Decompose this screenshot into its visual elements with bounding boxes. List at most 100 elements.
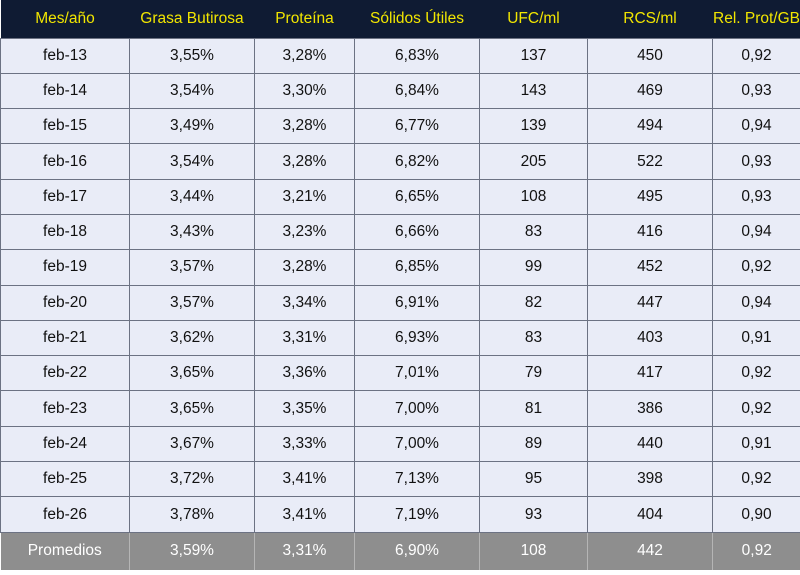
table-cell: 0,90 [712, 496, 800, 533]
row-label-cell: feb-15 [0, 108, 130, 145]
table-cell: 79 [479, 355, 588, 392]
table-cell: 494 [587, 108, 713, 145]
table-cell: 3,35% [254, 390, 355, 427]
table-cell: 386 [587, 390, 713, 427]
table-cell: 3,21% [254, 179, 355, 215]
table-body: feb-13 3,55% 3,28% 6,83% 137 450 0,92 feb-14 3,5… [0, 37, 800, 571]
column-header-solidos-utiles: Sólidos Útiles [370, 9, 464, 27]
table-cell: 416 [587, 214, 713, 251]
table-cell: 3,65% [129, 355, 255, 392]
table-cell: 6,66% [354, 214, 480, 251]
table-cell: 3,57% [129, 285, 255, 321]
row-label-cell: feb-22 [0, 355, 130, 392]
table-cell: 450 [587, 37, 713, 74]
row-label-cell: feb-21 [0, 320, 130, 357]
table-cell: 0,93 [712, 143, 800, 180]
table-cell: 3,49% [129, 108, 255, 145]
table-row: feb-22 3,65% 3,36% 7,01% 79 417 0,92 [0, 355, 800, 392]
table-row: feb-20 3,57% 3,34% 6,91% 82 447 0,94 [0, 285, 800, 321]
table-cell: 403 [587, 320, 713, 357]
table-cell: 95 [479, 461, 588, 498]
table-cell: 83 [479, 320, 588, 357]
table-cell: 6,91% [354, 285, 480, 321]
table-cell: 143 [479, 73, 588, 110]
table-cell: 0,91 [712, 320, 800, 357]
row-label-cell: feb-18 [0, 214, 130, 251]
table-row: feb-19 3,57% 3,28% 6,85% 99 452 0,92 [0, 249, 800, 286]
table-cell: 522 [587, 143, 713, 180]
column-header-rcs-ml: RCS/ml [623, 9, 677, 27]
row-label-cell: feb-17 [0, 179, 130, 215]
table-cell: 0,94 [712, 108, 800, 145]
column-header-ufc-ml: UFC/ml [507, 9, 560, 27]
table-cell: 6,77% [354, 108, 480, 145]
table-cell: 3,72% [129, 461, 255, 498]
table-row: feb-25 3,72% 3,41% 7,13% 95 398 0,92 [0, 461, 800, 498]
table-cell: 3,23% [254, 214, 355, 251]
row-label-cell: feb-19 [0, 249, 130, 286]
table-cell: 469 [587, 73, 713, 110]
table-cell: 0,92 [712, 249, 800, 286]
table-cell: 3,41% [254, 496, 355, 533]
table-cell: 93 [479, 496, 588, 533]
table-cell: 3,78% [129, 496, 255, 533]
table-row: feb-26 3,78% 3,41% 7,19% 93 404 0,90 [0, 496, 800, 533]
table-cell: 6,83% [354, 37, 480, 74]
table-cell: 7,00% [354, 426, 480, 463]
summary-cell: 0,92 [741, 542, 772, 560]
table-cell: 6,85% [354, 249, 480, 286]
table-cell: 404 [587, 496, 713, 533]
table-cell: 3,44% [129, 179, 255, 215]
table-cell: 3,30% [254, 73, 355, 110]
table-cell: 7,01% [354, 355, 480, 392]
table-row: feb-16 3,54% 3,28% 6,82% 205 522 0,93 [0, 143, 800, 180]
table-cell: 3,33% [254, 426, 355, 463]
table-cell: 137 [479, 37, 588, 74]
table-cell: 83 [479, 214, 588, 251]
table-cell: 3,34% [254, 285, 355, 321]
row-label-cell: feb-14 [0, 73, 130, 110]
table-cell: 0,92 [712, 37, 800, 74]
table-row: feb-17 3,44% 3,21% 6,65% 108 495 0,93 [0, 179, 800, 215]
table-cell: 7,00% [354, 390, 480, 427]
table-cell: 3,67% [129, 426, 255, 463]
table-cell: 108 [479, 179, 588, 215]
table-cell: 0,91 [712, 426, 800, 463]
table-cell: 205 [479, 143, 588, 180]
table-cell: 3,54% [129, 73, 255, 110]
table-cell: 3,28% [254, 37, 355, 74]
table-cell: 3,57% [129, 249, 255, 286]
table-cell: 417 [587, 355, 713, 392]
summary-cell: 3,31% [254, 532, 355, 571]
table-cell: 3,55% [129, 37, 255, 74]
table-cell: 89 [479, 426, 588, 463]
column-header-mes-ano: Mes/año [35, 9, 95, 27]
table-cell: 99 [479, 249, 588, 286]
table-cell: 3,54% [129, 143, 255, 180]
table-cell: 440 [587, 426, 713, 463]
row-label-cell: feb-26 [0, 496, 130, 533]
table-cell: 3,31% [254, 320, 355, 357]
row-label-cell: feb-24 [0, 426, 130, 463]
table-cell: 0,92 [712, 390, 800, 427]
row-label-cell: feb-23 [0, 390, 130, 427]
row-label-cell: feb-16 [0, 143, 130, 180]
table-row: feb-18 3,43% 3,23% 6,66% 83 416 0,94 [0, 214, 800, 251]
table-cell: 0,93 [712, 179, 800, 215]
row-label-cell: feb-25 [0, 461, 130, 498]
table-row: feb-14 3,54% 3,30% 6,84% 143 469 0,93 [0, 73, 800, 110]
summary-cell: 6,90% [354, 532, 480, 571]
table-cell: 7,19% [354, 496, 480, 533]
table-row: feb-13 3,55% 3,28% 6,83% 137 450 0,92 [0, 37, 800, 74]
table-row: feb-15 3,49% 3,28% 6,77% 139 494 0,94 [0, 108, 800, 145]
summary-cell: 442 [587, 532, 713, 571]
column-header-grasa-butirosa: Grasa Butirosa [140, 9, 244, 27]
row-label-cell: feb-13 [0, 37, 130, 74]
table-row: feb-23 3,65% 3,35% 7,00% 81 386 0,92 [0, 390, 800, 427]
table-cell: 495 [587, 179, 713, 215]
column-header-proteina: Proteína [275, 9, 334, 27]
row-label-cell: feb-20 [0, 285, 130, 321]
table-cell: 6,65% [354, 179, 480, 215]
table-cell: 3,65% [129, 390, 255, 427]
